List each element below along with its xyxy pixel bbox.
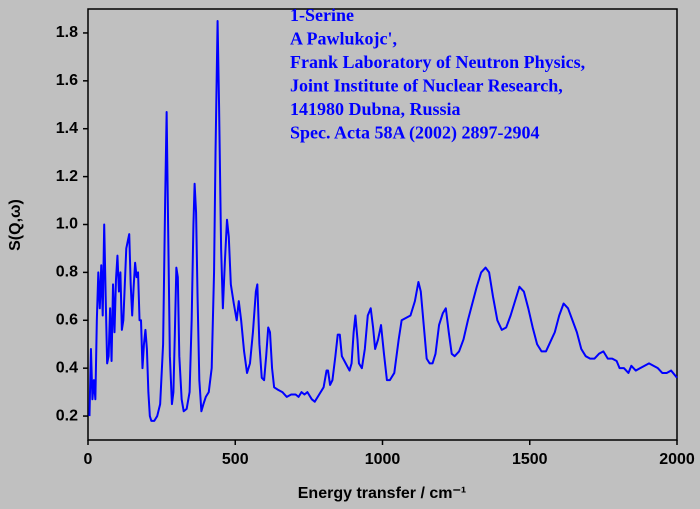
y-tick-label: 1.6 <box>56 72 78 89</box>
annotation: A Pawlukojc', <box>290 29 397 49</box>
annotation: 141980 Dubna, Russia <box>290 99 461 119</box>
x-tick-label: 0 <box>84 451 93 468</box>
data-line <box>88 19 678 422</box>
x-tick-label: 1500 <box>512 451 548 468</box>
y-tick-label: 0.8 <box>56 264 78 281</box>
y-tick-label: 1.2 <box>56 168 78 185</box>
y-axis-label: S(Q,ω) <box>7 199 24 251</box>
x-tick-label: 1000 <box>365 451 401 468</box>
y-tick-label: 0.4 <box>56 359 78 376</box>
annotation: Spec. Acta 58A (2002) 2897-2904 <box>290 123 539 144</box>
x-axis-label: Energy transfer / cm⁻¹ <box>298 485 467 502</box>
annotation: 1-Serine <box>290 5 354 25</box>
x-tick-label: 500 <box>222 451 249 468</box>
y-tick-label: 1.8 <box>56 24 78 41</box>
y-tick-label: 1.4 <box>56 120 78 137</box>
annotation: Frank Laboratory of Neutron Physics, <box>290 52 585 72</box>
annotation: Joint Institute of Nuclear Research, <box>290 76 563 96</box>
x-tick-label: 2000 <box>659 451 695 468</box>
y-tick-label: 0.2 <box>56 407 78 424</box>
y-tick-label: 1.0 <box>56 216 78 233</box>
y-tick-label: 0.6 <box>56 311 78 328</box>
